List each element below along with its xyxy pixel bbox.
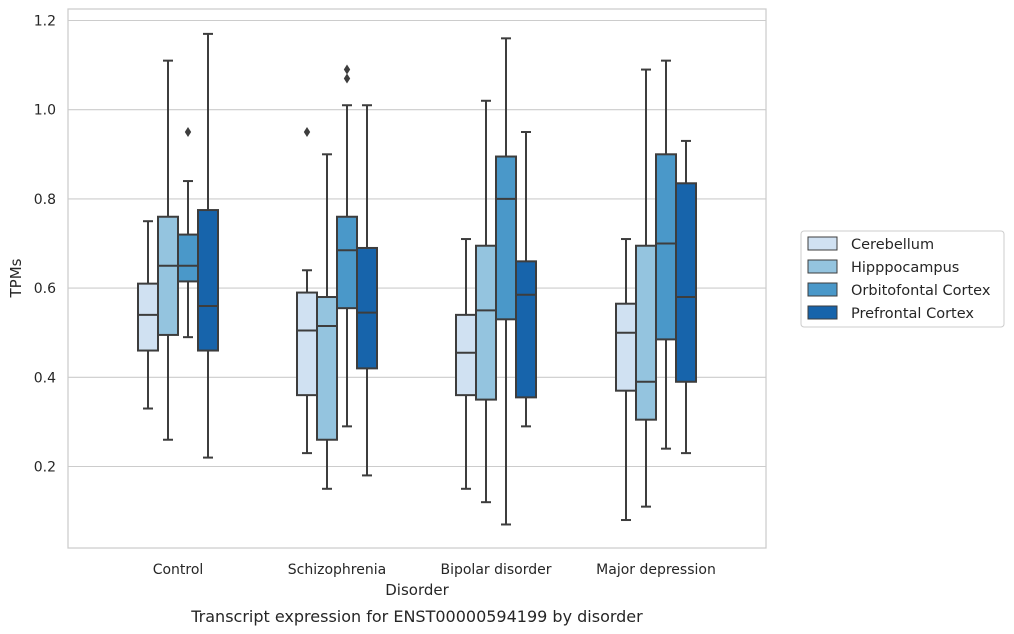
box-hipppocampus bbox=[316, 153, 338, 490]
box-hipppocampus bbox=[475, 99, 497, 504]
legend-frame bbox=[800, 230, 1005, 328]
x-axis-title: Disorder bbox=[385, 581, 449, 599]
box-cerebellum bbox=[615, 238, 637, 522]
legend-swatch bbox=[807, 305, 838, 320]
legend-swatch bbox=[807, 259, 838, 274]
x-tick-label: Bipolar disorder bbox=[440, 562, 551, 578]
iqr-box bbox=[157, 215, 179, 336]
iqr-box bbox=[675, 182, 697, 383]
y-tick-label: 0.8 bbox=[34, 192, 56, 208]
y-axis-ticks: 0.2 0.4 0.6 0.8 1.0 1.2 bbox=[34, 14, 56, 476]
x-tick-label: Control bbox=[153, 562, 204, 578]
iqr-box bbox=[495, 155, 517, 321]
gridlines bbox=[68, 19, 766, 468]
box-prefrontal-cortex bbox=[675, 139, 697, 455]
legend-label: Orbitofontal Cortex bbox=[851, 283, 991, 299]
outlier-marker bbox=[343, 73, 351, 84]
legend-label: Hipppocampus bbox=[851, 260, 959, 276]
box-prefrontal-cortex bbox=[197, 32, 219, 459]
x-axis-ticks: Control Schizophrenia Bipolar disorder Majo… bbox=[153, 562, 716, 578]
y-tick-label: 1.2 bbox=[34, 14, 56, 30]
iqr-box bbox=[177, 233, 199, 283]
legend: Cerebellum Hipppocampus Orbitofontal Corte… bbox=[800, 230, 1005, 328]
iqr-box bbox=[137, 282, 159, 352]
iqr-box bbox=[336, 215, 358, 310]
legend-swatch bbox=[807, 236, 838, 251]
box-prefrontal-cortex bbox=[515, 131, 537, 428]
iqr-box bbox=[655, 153, 677, 341]
plot-area-frame bbox=[67, 8, 767, 549]
iqr-box bbox=[615, 302, 637, 392]
y-axis-title: TPMs bbox=[7, 258, 25, 298]
outlier-marker bbox=[303, 127, 311, 137]
iqr-box bbox=[455, 313, 477, 397]
iqr-box bbox=[635, 244, 657, 421]
box-hipppocampus bbox=[635, 68, 657, 508]
legend-label: Prefrontal Cortex bbox=[851, 306, 974, 322]
y-tick-label: 0.2 bbox=[34, 460, 56, 476]
x-tick-label: Major depression bbox=[596, 562, 716, 578]
outlier-marker bbox=[184, 127, 192, 137]
iqr-box bbox=[475, 244, 497, 401]
legend-swatch bbox=[807, 282, 838, 297]
outlier-marker bbox=[343, 64, 351, 75]
x-tick-label: Schizophrenia bbox=[288, 562, 386, 578]
legend-label: Cerebellum bbox=[851, 237, 934, 253]
iqr-box bbox=[197, 209, 219, 352]
box-cerebellum bbox=[137, 220, 159, 410]
box-cerebellum bbox=[296, 127, 318, 455]
iqr-box bbox=[296, 291, 318, 397]
box-cerebellum bbox=[455, 238, 477, 490]
box-orbitofontal-cortex bbox=[495, 37, 517, 526]
box-orbitofontal-cortex bbox=[655, 59, 677, 450]
y-tick-label: 0.4 bbox=[34, 370, 56, 386]
box-orbitofontal-cortex bbox=[336, 64, 358, 428]
box-prefrontal-cortex bbox=[356, 104, 378, 477]
boxes bbox=[137, 32, 697, 526]
box-hipppocampus bbox=[157, 59, 179, 441]
box-orbitofontal-cortex bbox=[177, 127, 199, 339]
iqr-box bbox=[316, 296, 338, 441]
iqr-box bbox=[356, 246, 378, 370]
y-tick-label: 0.6 bbox=[34, 281, 56, 297]
iqr-box bbox=[515, 260, 537, 399]
y-tick-label: 1.0 bbox=[34, 103, 56, 119]
chart-caption: Transcript expression for ENST0000059419… bbox=[190, 607, 643, 626]
